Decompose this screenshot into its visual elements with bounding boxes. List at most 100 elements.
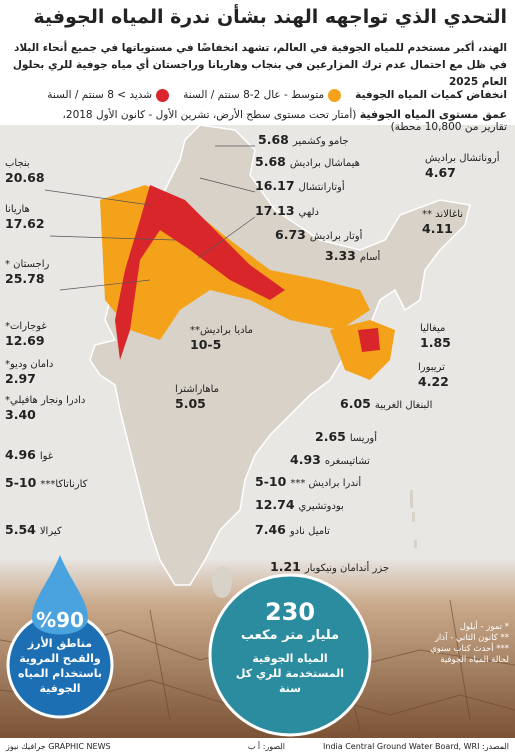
legend-label: شديد > 8 سنتم / السنة — [47, 89, 153, 101]
stat-unit: مليار متر مكعب — [240, 628, 340, 643]
footer: المصدر: India Central Ground Water Board… — [0, 738, 515, 756]
state-value: 12.74 — [255, 497, 295, 512]
state-label: كارناتاكا***10-5 — [5, 476, 87, 492]
state-label: هاريانا 17.62 — [5, 203, 45, 231]
red-zone — [115, 185, 285, 360]
state-label: جامو وكشمير5.68 — [258, 133, 349, 149]
state-value: 16.17 — [255, 178, 295, 193]
depth-note: تقارير من 10,800 محطة) — [390, 121, 507, 133]
leader-lines — [44, 145, 256, 291]
state-value: 4.96 — [5, 447, 36, 462]
state-label: بودوتشيري12.74 — [255, 498, 344, 514]
state-name: أسام — [359, 252, 381, 263]
state-label: أوتار براديش6.73 — [275, 228, 362, 244]
state-value: 5.68 — [258, 132, 289, 147]
stat-circle — [208, 573, 372, 737]
state-value: 4.22 — [418, 374, 449, 389]
state-label: هيماشال براديش5.68 — [255, 155, 360, 171]
andaman-islands — [410, 490, 417, 548]
state-label: بنجاب 20.68 — [5, 157, 45, 185]
state-name: دادرا ونجار هافيلي* — [5, 395, 86, 406]
state-name: بودوتشيري — [298, 501, 344, 512]
state-label: تاميل نادو7.46 — [255, 523, 330, 539]
state-label: ميغاليا 1.85 — [420, 322, 451, 350]
state-label: دادرا ونجار هافيلي* 3.40 — [5, 394, 85, 422]
state-label: تشاتيسغره4.93 — [290, 453, 370, 469]
legend: انخفاض كميات المياه الجوفية متوسط - عال … — [7, 86, 507, 104]
state-name: كيرالا — [39, 526, 62, 537]
state-name: ماهاراشترا — [175, 384, 220, 395]
state-label: ماهاراشترا 5.05 — [175, 383, 219, 411]
title: التحدي الذي تواجهه الهند بشأن ندرة الميا… — [33, 6, 507, 28]
legend-swatch — [328, 88, 342, 102]
state-value: 17.13 — [255, 203, 295, 218]
state-value: 2.97 — [5, 371, 36, 386]
sri-lanka — [212, 566, 232, 598]
state-name: كارناتاكا*** — [40, 479, 88, 490]
state-label: أسام3.33 — [325, 249, 380, 265]
state-label: غوجارات* 12.69 — [5, 320, 47, 348]
state-value: 4.67 — [425, 165, 456, 180]
state-label: دلهي17.13 — [255, 204, 319, 220]
state-value: 3.33 — [325, 248, 356, 263]
depth-heading: عمق مستوى المياه الجوفية (أمتار تحت مستو… — [63, 108, 508, 133]
stat-text: المياه الجوفية المستخدمة للري كل سنة — [235, 652, 345, 695]
state-name: ماديا براديش** — [190, 325, 253, 336]
stat-left: %90 مناطق الأرز والقمح المروية باستخدام … — [10, 608, 110, 696]
state-value: 25.78 — [5, 271, 45, 286]
red-zone-east — [358, 328, 380, 352]
state-label: تريبورا 4.22 — [418, 361, 449, 389]
stat-value: %90 — [36, 608, 84, 632]
depth-title: عمق مستوى المياه الجوفية — [359, 108, 507, 121]
state-value: 10-5 — [190, 337, 222, 352]
state-label: غوا4.96 — [5, 448, 53, 464]
state-name: أوريسا — [349, 433, 378, 444]
state-name: ناغالاند ** — [422, 209, 464, 220]
state-name: ميغاليا — [420, 323, 446, 334]
state-name: دلهي — [298, 207, 319, 218]
state-name: البنغال الغربية — [374, 400, 433, 411]
state-value: 2.65 — [315, 429, 346, 444]
legend-label: متوسط - عال 2-8 سنتم / السنة — [183, 89, 325, 101]
state-label: كيرالا5.54 — [5, 523, 62, 539]
water-drop — [32, 555, 88, 635]
state-name: تاميل نادو — [289, 526, 330, 537]
credit: GRAPHIC NEWS جرافيك نيوز — [6, 742, 111, 751]
state-name: غوجارات* — [5, 321, 47, 332]
state-name: هاريانا — [5, 204, 30, 215]
state-value: 6.05 — [340, 396, 371, 411]
state-value: 20.68 — [5, 170, 45, 185]
note: * تموز - أيلول — [459, 622, 509, 632]
legend-swatch — [156, 88, 170, 102]
notes: * تموز - أيلول ** كانون الثاني - آذار *** … — [414, 622, 509, 666]
legend-item: متوسط - عال 2-8 سنتم / السنة — [183, 88, 342, 102]
state-label: أندرا براديش ***10-5 — [255, 475, 361, 491]
state-value: 5.54 — [5, 522, 36, 537]
state-value: 5.68 — [255, 154, 286, 169]
state-value: 1.21 — [270, 559, 301, 574]
state-label: أروناتشال براديش 4.67 — [425, 152, 500, 180]
subtitle-line: في ظل مع احتمال عدم ترك المزارعين في بنج… — [12, 59, 507, 88]
state-label: ماديا براديش** 10-5 — [190, 324, 253, 352]
source: المصدر: India Central Ground Water Board… — [323, 742, 509, 751]
state-label: أوتارانتشال16.17 — [255, 179, 345, 195]
state-name: غوا — [39, 451, 54, 462]
stat-text: مناطق الأرز والقمح المروية باستخدام المي… — [18, 637, 102, 695]
state-value: 10-5 — [255, 474, 287, 489]
subtitle: الهند، أكبر مستخدم للمياه الجوفية في الع… — [7, 40, 507, 91]
state-name: أروناتشال براديش — [425, 153, 500, 164]
state-name: أوتارانتشال — [298, 182, 345, 193]
state-name: بنجاب — [5, 158, 30, 169]
state-label: راجستان * 25.78 — [5, 258, 49, 286]
state-value: 5.05 — [175, 396, 206, 411]
note: ** كانون الثاني - آذار — [434, 633, 509, 643]
state-label: ناغالاند ** 4.11 — [422, 208, 463, 236]
state-value: 17.62 — [5, 216, 45, 231]
state-name: تريبورا — [418, 362, 445, 373]
state-value: 6.73 — [275, 227, 306, 242]
state-name: جامو وكشمير — [292, 136, 349, 147]
state-value: 4.11 — [422, 221, 453, 236]
state-name: دامان وديو* — [5, 359, 54, 370]
stat-right: 230 مليار متر مكعب المياه الجوفية المستخ… — [225, 598, 355, 696]
